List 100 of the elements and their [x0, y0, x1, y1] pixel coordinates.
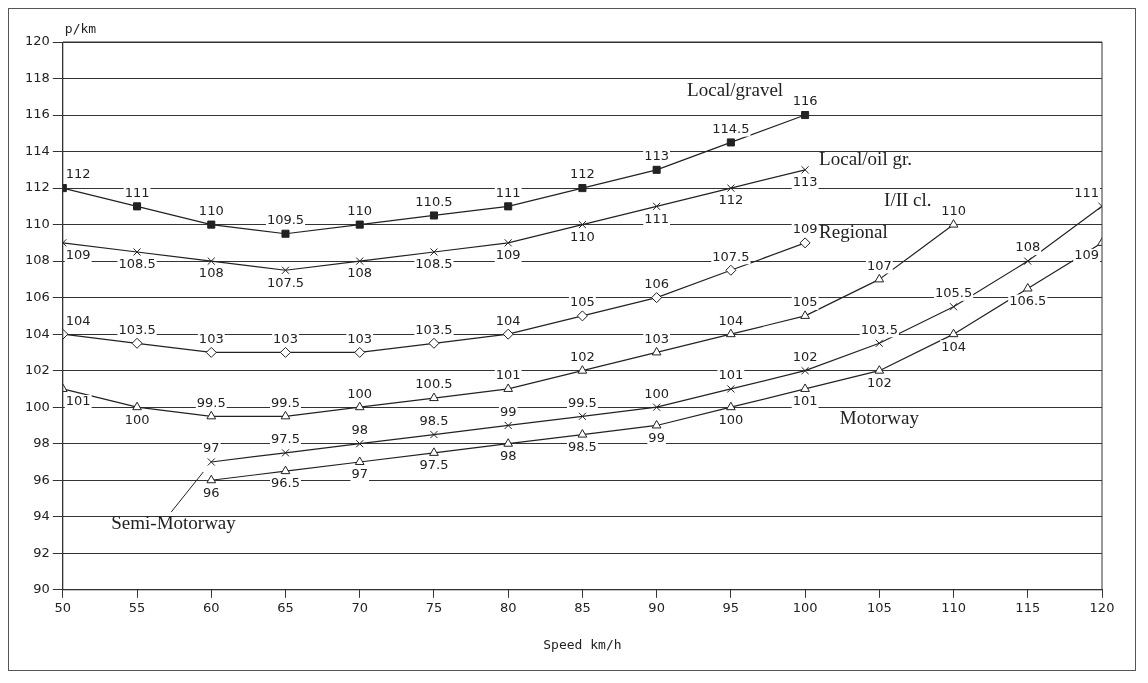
point [799, 237, 811, 249]
x-tick-label: 65 [277, 599, 294, 615]
data-label: 103 [347, 330, 373, 346]
data-label: 109.5 [266, 212, 305, 228]
data-label: 108.5 [118, 256, 156, 272]
data-label: 109 [495, 247, 521, 263]
y-tick-label: 106 [24, 289, 50, 305]
data-label: 97.5 [271, 431, 300, 447]
point [429, 211, 438, 220]
data-label: 112 [718, 192, 744, 208]
y-tick-label: 100 [24, 398, 50, 414]
data-label: 101 [65, 393, 91, 409]
series-label: Local/gravel [687, 79, 784, 101]
data-label: 98.5 [419, 412, 449, 428]
data-label: 97 [351, 466, 368, 482]
data-label: 97.5 [419, 457, 449, 473]
point [578, 412, 587, 421]
point [280, 346, 291, 358]
data-label: 104 [941, 338, 966, 354]
point [577, 429, 588, 438]
point [131, 337, 143, 349]
point [429, 430, 438, 439]
point [801, 165, 810, 174]
data-label: 108 [198, 265, 224, 281]
point [725, 264, 737, 276]
data-label: 111 [495, 184, 521, 200]
y-tick-label: 94 [33, 508, 50, 524]
x-tick-label: 75 [425, 599, 443, 615]
point [726, 401, 736, 411]
data-label: 100 [124, 411, 150, 427]
y-tick-label: 114 [24, 142, 50, 158]
y-tick-label: 90 [33, 581, 50, 597]
y-tick-label: 110 [24, 215, 50, 231]
point [280, 410, 291, 420]
data-label: 100 [347, 385, 373, 401]
point [281, 448, 290, 457]
data-label: 105.5 [934, 285, 973, 301]
point [726, 384, 735, 393]
point [504, 238, 513, 247]
point [355, 439, 364, 448]
point [576, 310, 588, 322]
series-label: Motorway [839, 406, 920, 428]
point [652, 403, 661, 412]
data-label: 100 [718, 411, 744, 427]
point [281, 229, 290, 238]
point [354, 401, 365, 411]
data-label: 107.5 [266, 274, 305, 290]
point [652, 202, 661, 211]
data-label: 100 [644, 385, 670, 401]
data-label: 104 [495, 312, 521, 328]
data-label: 111 [1074, 184, 1100, 200]
y-tick-label: 120 [24, 33, 50, 49]
point [801, 366, 810, 375]
point [429, 247, 438, 257]
data-label: 109 [65, 247, 91, 263]
x-tick-label: 110 [941, 599, 966, 615]
point [800, 383, 810, 392]
x-tick-label: 105 [866, 599, 892, 615]
data-label: 110 [347, 202, 373, 218]
point [801, 111, 810, 120]
point [726, 138, 735, 147]
data-label: 110 [569, 228, 595, 244]
data-label: 106 [644, 276, 670, 292]
point [207, 457, 216, 467]
y-tick-label: 102 [24, 362, 50, 378]
text: Semi-Motorway [111, 511, 237, 533]
point [503, 438, 514, 447]
data-label: 104 [718, 312, 744, 328]
x-tick-label: 115 [1015, 599, 1041, 615]
data-label: 110 [941, 202, 966, 218]
y-tick-label: 104 [24, 325, 50, 341]
point [280, 465, 291, 475]
data-label: 101 [718, 367, 744, 383]
x-tick-label: 50 [54, 599, 72, 615]
x-tick-label: 120 [1089, 599, 1115, 615]
data-label: 99.5 [196, 394, 226, 410]
data-label: 98 [351, 422, 368, 438]
point [948, 219, 959, 228]
y-tick-label: 112 [24, 179, 50, 195]
point [205, 346, 217, 358]
data-label: 102 [866, 375, 892, 391]
data-label: 96.5 [271, 475, 300, 491]
point [1022, 283, 1033, 292]
data-label: 109 [1074, 247, 1100, 263]
data-label: 102 [792, 349, 818, 365]
series-label: Regional [819, 220, 888, 242]
x-tick-label: 70 [351, 599, 368, 615]
point [578, 184, 587, 193]
point [726, 328, 736, 338]
point [132, 401, 142, 411]
data-label: 111 [124, 184, 150, 200]
point [651, 346, 662, 356]
point [948, 328, 959, 338]
data-label: 103.5 [860, 321, 898, 337]
data-label: 110 [198, 202, 224, 218]
data-label: 105 [792, 294, 818, 310]
data-label: 104 [65, 312, 91, 328]
point [354, 346, 366, 358]
data-label: 96 [202, 484, 220, 500]
data-label: 103.5 [415, 321, 453, 337]
